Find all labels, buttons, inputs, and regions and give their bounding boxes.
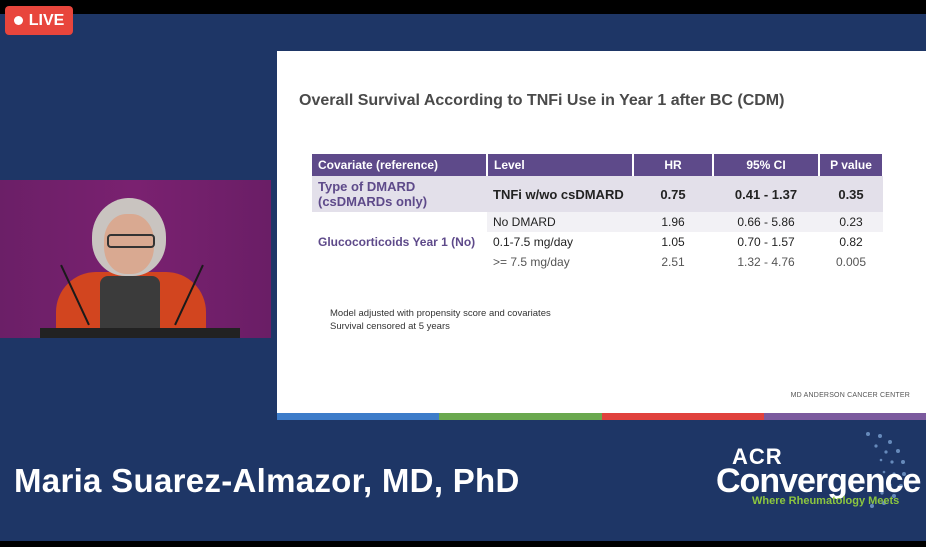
live-label: LIVE [28,11,65,29]
podium [40,328,240,338]
p-cell: 0.005 [835,255,867,269]
level-cell: No DMARD [487,212,633,232]
speaker-shirt [100,276,160,336]
slide-title: Overall Survival According to TNFi Use i… [299,92,785,109]
p-cell: 0.23 [819,212,883,232]
bottom-letterbox [0,541,926,547]
ci-cell: 0.70 - 1.57 [737,235,795,249]
ci-cell: 0.41 - 1.37 [713,176,819,212]
covariate-cell [312,212,487,232]
model-note: Model adjusted with propensity score and… [330,307,551,333]
logo-tagline: Where Rheumatology Meets [752,495,900,507]
live-badge[interactable]: LIVE [5,6,73,35]
table-row: Type of DMARD (csDMARDs only) TNFi w/wo … [312,176,883,212]
level-cell: 0.1-7.5 mg/day [493,235,574,249]
top-letterbox [0,0,926,14]
color-stripes [277,413,926,420]
note-line: Model adjusted with propensity score and… [330,308,551,319]
stripe-red [601,413,764,420]
covariate-cell: Type of DMARD (csDMARDs only) [312,176,487,212]
hr-cell: 0.75 [633,176,713,212]
header-hr: HR [633,154,714,176]
p-cell: 0.35 [819,176,883,212]
acr-convergence-logo: ACR Convergence Where Rheumatology Meets [716,432,921,520]
covariate-cell [312,252,487,272]
logo-acr: ACR [732,444,783,469]
stripe-blue [277,413,440,420]
dots-pattern-icon [866,432,906,508]
level-cell: >= 7.5 mg/day [493,255,570,269]
speaker-video [0,180,271,338]
stripe-green [439,413,602,420]
level-cell: TNFi w/wo csDMARD [487,176,633,212]
presentation-slide: Overall Survival According to TNFi Use i… [277,51,926,420]
table-header-row: Covariate (reference) Level HR 95% CI P … [312,154,884,176]
logo-convergence: Convergence [716,462,921,500]
stripe-purple [763,413,926,420]
p-cell: 0.82 [839,235,863,249]
glasses-icon [107,234,155,248]
ci-cell: 0.66 - 5.86 [713,212,819,232]
table-row: >= 7.5 mg/day 2.51 1.32 - 4.76 0.005 [312,252,883,272]
speaker-face [104,214,154,274]
table-row: No DMARD 1.96 0.66 - 5.86 0.23 [312,212,883,232]
header-p-value: P value [819,154,884,176]
hr-cell: 2.51 [661,255,685,269]
table-row: Glucocorticoids Year 1 (No) 0.1-7.5 mg/d… [312,232,883,252]
hr-cell: 1.96 [633,212,713,232]
record-dot-icon [13,16,23,25]
header-ci: 95% CI [713,154,820,176]
speaker-name: Maria Suarez-Almazor, MD, PhD [14,462,520,499]
header-covariate: Covariate (reference) [312,154,488,176]
hr-cell: 1.05 [661,235,685,249]
slide-brand: MD ANDERSON CANCER CENTER [790,392,910,399]
note-line: Survival censored at 5 years [330,321,450,332]
covariate-cell: Glucocorticoids Year 1 (No) [318,235,476,249]
survival-table: Covariate (reference) Level HR 95% CI P … [312,154,884,272]
ci-cell: 1.32 - 4.76 [737,255,795,269]
header-level: Level [487,154,634,176]
